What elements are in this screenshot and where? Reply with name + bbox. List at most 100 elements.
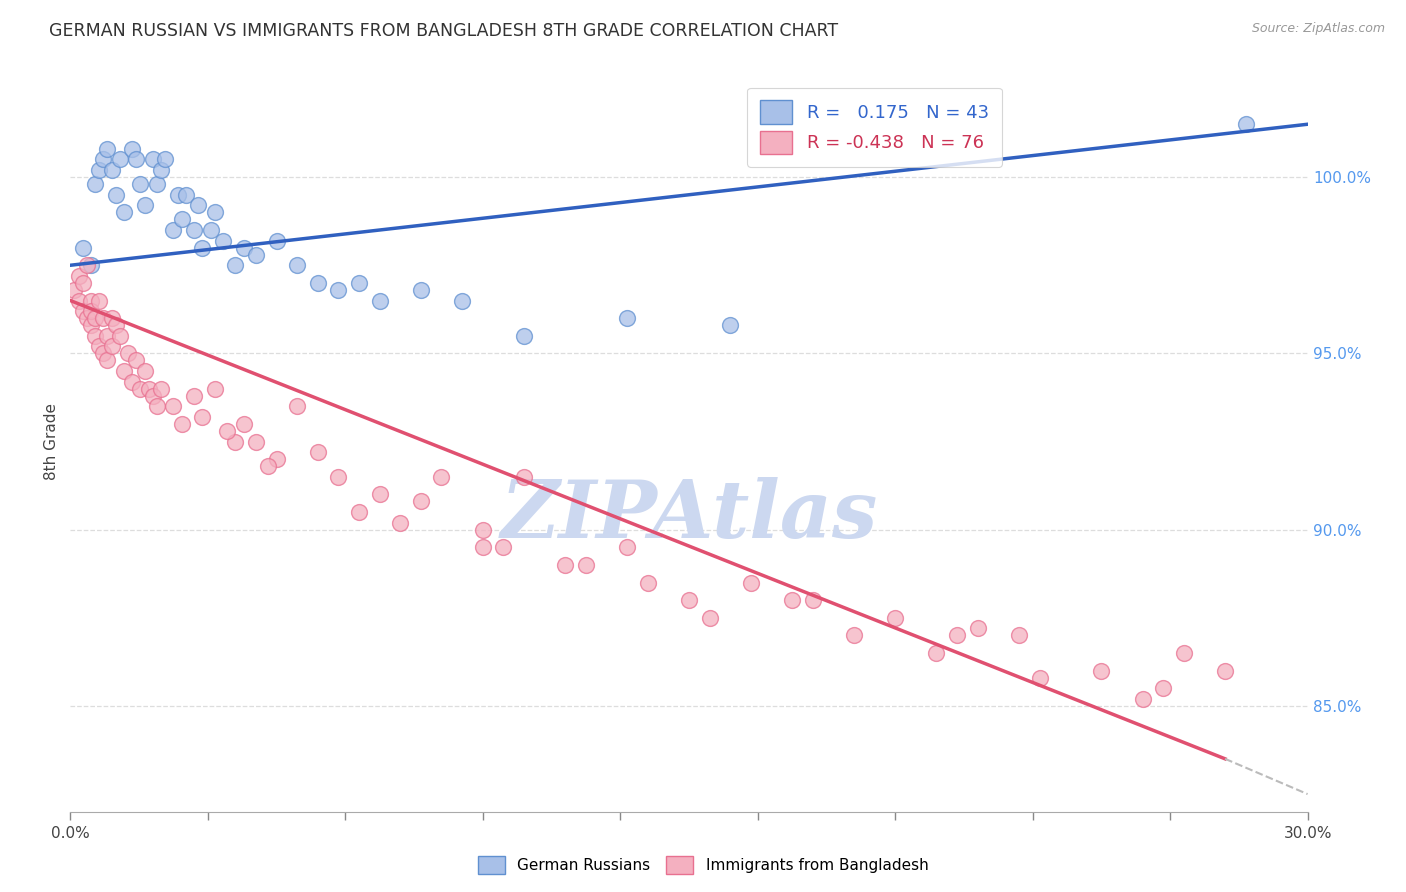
Point (1028, 671, 1050, 685)
Point (1234, 117, 1257, 131)
Point (166, 187, 188, 202)
Point (946, 628, 969, 642)
Point (1173, 646, 1195, 660)
Point (212, 234, 235, 248)
Legend: German Russians, Immigrants from Bangladesh: German Russians, Immigrants from Banglad… (471, 850, 935, 880)
Point (104, 187, 127, 202)
Point (1008, 628, 1031, 642)
Point (80, 318, 103, 333)
Point (884, 611, 907, 625)
Point (232, 417, 254, 431)
Point (80, 293, 103, 308)
Point (170, 212, 193, 227)
Point (104, 318, 127, 333)
Point (966, 621, 988, 635)
Point (146, 399, 169, 413)
Point (76, 311, 98, 326)
Point (328, 283, 350, 297)
Point (492, 541, 515, 555)
Point (740, 575, 762, 590)
Point (108, 153, 131, 167)
Point (134, 364, 156, 378)
Point (266, 452, 288, 467)
Point (72, 276, 94, 290)
Point (129, 382, 152, 396)
Point (150, 382, 173, 396)
Point (100, 311, 122, 326)
Point (1132, 692, 1154, 706)
Point (91, 153, 114, 167)
Point (125, 153, 148, 167)
Point (232, 241, 254, 255)
Point (67, 293, 90, 308)
Point (84, 328, 107, 343)
Legend: R =   0.175   N = 43, R = -0.438   N = 76: R = 0.175 N = 43, R = -0.438 N = 76 (747, 87, 1001, 167)
Point (224, 258, 246, 272)
Point (89, 293, 111, 308)
Point (91, 311, 114, 326)
Point (430, 470, 453, 484)
Point (96, 353, 118, 368)
Point (76, 258, 98, 272)
Point (409, 494, 432, 508)
Point (150, 163, 173, 178)
Point (162, 223, 184, 237)
Point (245, 434, 267, 449)
Point (204, 382, 226, 396)
Point (80, 258, 103, 272)
Point (616, 541, 638, 555)
Point (842, 628, 865, 642)
Text: Source: ZipAtlas.com: Source: ZipAtlas.com (1251, 22, 1385, 36)
Point (925, 646, 948, 660)
Point (142, 153, 165, 167)
Point (780, 593, 803, 607)
Point (121, 375, 143, 389)
Point (245, 248, 267, 262)
Point (170, 417, 193, 431)
Point (718, 318, 741, 333)
Point (328, 470, 350, 484)
Point (1152, 681, 1174, 696)
Point (174, 187, 197, 202)
Point (575, 558, 598, 572)
Point (554, 558, 576, 572)
Point (108, 328, 131, 343)
Point (183, 223, 205, 237)
Point (513, 328, 536, 343)
Point (307, 276, 329, 290)
Point (1090, 664, 1112, 678)
Point (513, 470, 536, 484)
Point (121, 142, 143, 156)
Point (84, 177, 107, 191)
Point (146, 177, 169, 191)
Point (80, 304, 103, 318)
Point (451, 293, 474, 308)
Text: ZIPAtlas: ZIPAtlas (501, 477, 877, 554)
Point (91, 346, 114, 360)
Point (153, 153, 176, 167)
Point (368, 487, 391, 501)
Point (191, 409, 214, 424)
Point (89, 339, 111, 353)
Point (368, 293, 391, 308)
Point (389, 516, 412, 530)
Point (138, 382, 160, 396)
Point (678, 593, 700, 607)
Point (112, 364, 135, 378)
Point (125, 353, 148, 368)
Point (204, 205, 226, 219)
Point (142, 389, 165, 403)
Point (409, 283, 432, 297)
Point (100, 339, 122, 353)
Y-axis label: 8th Grade: 8th Grade (44, 403, 59, 480)
Point (347, 505, 370, 519)
Point (191, 241, 214, 255)
Point (129, 177, 152, 191)
Point (285, 258, 308, 272)
Point (183, 389, 205, 403)
Point (187, 198, 209, 212)
Point (307, 445, 329, 459)
Point (347, 276, 370, 290)
Point (67, 268, 90, 283)
Point (84, 311, 107, 326)
